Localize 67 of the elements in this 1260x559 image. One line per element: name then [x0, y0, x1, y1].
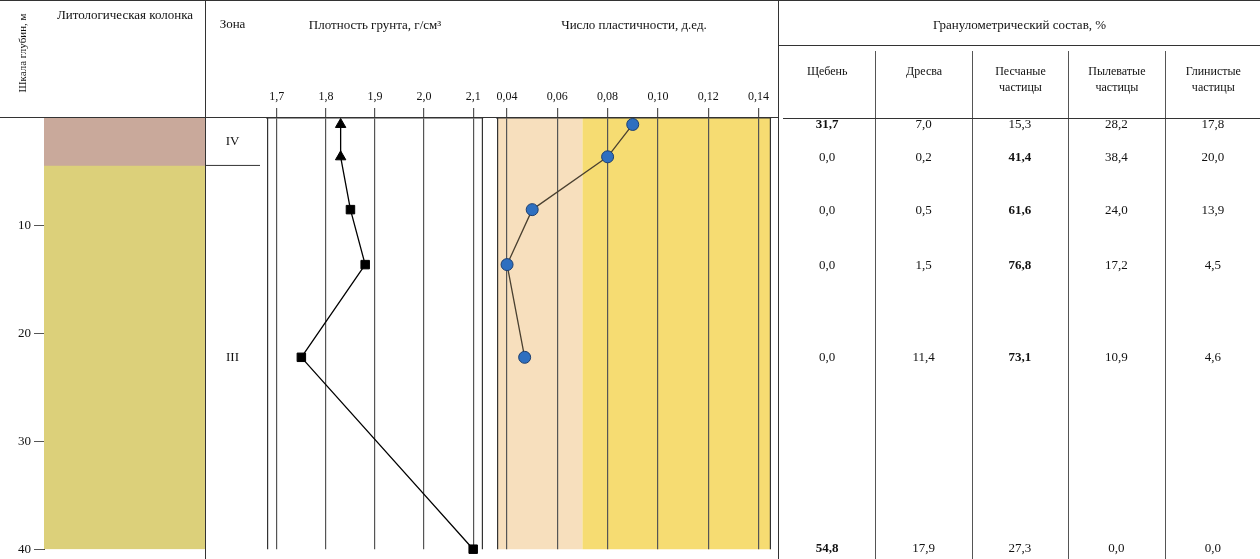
- data-label: 4,5: [1203, 256, 1222, 273]
- category-label: Щебень: [805, 63, 849, 79]
- x-tick-label: 1,8: [318, 88, 334, 103]
- chart-title: Литологическая колонка: [55, 7, 195, 23]
- x-tick-label: 1,7: [269, 88, 285, 103]
- chart-title: Плотность грунта, г/см³: [307, 17, 443, 33]
- data-label: 17,8: [1200, 116, 1226, 133]
- data-label: 0,0: [818, 201, 837, 218]
- x-tick-label: 0,06: [546, 88, 568, 103]
- category-label: Пылеватые частицы: [1087, 63, 1147, 95]
- y-tick-label: 10: [18, 217, 31, 233]
- data-label: 7,0: [914, 116, 933, 133]
- data-label: 28,2: [1104, 116, 1129, 133]
- data-label: 0,2: [914, 148, 933, 165]
- data-label: 1,5: [914, 256, 933, 273]
- data-label: 4,6: [1203, 349, 1222, 366]
- data-label: 0,0: [818, 256, 837, 273]
- x-tick-label: 0,12: [697, 88, 719, 103]
- point: [518, 350, 532, 364]
- data-label: 38,4: [1104, 148, 1129, 165]
- category-label: Песчаные частицы: [994, 63, 1047, 95]
- y-tick-label: 30: [18, 432, 31, 448]
- data-label: 13,9: [1200, 201, 1226, 218]
- x-tick-label: 2,0: [416, 88, 432, 103]
- data-label: 0,0: [818, 349, 837, 366]
- category-label: Дресва: [905, 63, 944, 79]
- y-tick-label: 40: [18, 540, 31, 556]
- point: [525, 203, 539, 217]
- text: III: [226, 348, 239, 364]
- data-label: 17,9: [911, 540, 936, 556]
- data-label: 0,5: [914, 201, 933, 218]
- point: [626, 117, 640, 131]
- x-tick-label: 1,9: [367, 88, 383, 103]
- point: [334, 117, 347, 128]
- data-label: 27,3: [1007, 540, 1033, 556]
- data-label: 20,0: [1200, 148, 1226, 165]
- data-label: 0,0: [1203, 540, 1222, 556]
- point: [601, 150, 615, 164]
- text: Гранулометрический состав, %: [779, 7, 1260, 46]
- data-label: 61,6: [1007, 201, 1033, 218]
- point: [500, 258, 514, 272]
- category-label: Глинистые частицы: [1184, 63, 1242, 95]
- data-label: 11,4: [911, 349, 936, 366]
- data-label: 15,3: [1007, 116, 1033, 133]
- x-tick-label: 0,14: [747, 88, 769, 103]
- data-label: 54,8: [814, 540, 840, 556]
- x-tick-label: 0,10: [647, 88, 669, 103]
- text: Зона: [219, 16, 246, 32]
- point: [296, 352, 307, 363]
- data-label: 10,9: [1104, 349, 1129, 366]
- data-label: 0,0: [1107, 540, 1126, 556]
- y-axis-title: Шкала глубин, м: [16, 12, 28, 95]
- chart-title: Число пластичности, д.ед.: [560, 17, 708, 33]
- x-tick-label: 0,04: [496, 88, 518, 103]
- data-label: 41,4: [1007, 148, 1033, 165]
- data-label: 0,0: [818, 148, 837, 165]
- data-label: 31,7: [814, 116, 840, 133]
- data-label: 76,8: [1007, 256, 1033, 273]
- x-tick-label: 0,08: [597, 88, 619, 103]
- x-tick-label: 2,1: [465, 88, 481, 103]
- text: IV: [225, 133, 240, 149]
- y-tick-label: 20: [18, 325, 31, 341]
- point: [468, 544, 478, 554]
- data-label: 24,0: [1104, 201, 1129, 218]
- data-label: 73,1: [1007, 349, 1033, 366]
- point: [360, 259, 370, 270]
- data-label: 17,2: [1104, 256, 1129, 273]
